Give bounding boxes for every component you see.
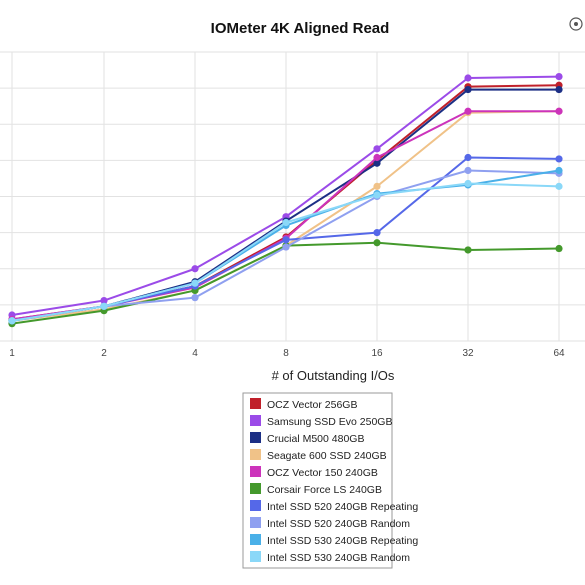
x-tick-label: 1 xyxy=(9,348,15,359)
legend-label: Corsair Force LS 240GB xyxy=(267,484,382,496)
data-point xyxy=(282,218,290,227)
x-tick-label: 16 xyxy=(371,348,383,359)
legend-label: Intel SSD 520 240GB Random xyxy=(267,518,410,530)
x-axis-label: # of Outstanding I/Os xyxy=(272,368,395,383)
legend-swatch xyxy=(250,449,261,460)
x-tick-label: 2 xyxy=(101,348,107,359)
data-point xyxy=(555,85,563,94)
data-point xyxy=(555,182,563,190)
legend-label: Intel SSD 530 240GB Random xyxy=(267,552,410,564)
x-tick-label: 64 xyxy=(553,348,565,359)
data-point xyxy=(373,229,381,237)
data-point xyxy=(373,239,381,247)
legend-box xyxy=(242,392,393,569)
data-point xyxy=(555,166,563,175)
plot-grid xyxy=(0,51,585,342)
data-point xyxy=(464,246,472,254)
data-point xyxy=(100,302,108,310)
data-point xyxy=(191,294,199,302)
data-point xyxy=(8,317,16,325)
legend-swatch xyxy=(250,415,261,426)
series-group xyxy=(8,179,563,325)
legend-swatch xyxy=(250,500,261,511)
settings-icon[interactable] xyxy=(569,17,583,31)
data-point xyxy=(464,74,472,82)
data-point xyxy=(191,279,199,287)
data-point xyxy=(282,243,290,251)
data-point xyxy=(464,85,472,94)
data-point xyxy=(464,179,472,188)
x-tick-label: 4 xyxy=(192,348,198,359)
legend-swatch xyxy=(250,483,261,494)
data-point xyxy=(191,265,199,273)
legend-label: Seagate 600 SSD 240GB xyxy=(267,450,387,462)
data-point xyxy=(282,236,290,244)
data-point xyxy=(555,72,563,81)
legend-label: Crucial M500 480GB xyxy=(267,433,364,445)
data-point xyxy=(464,107,472,115)
legend-label: Samsung SSD Evo 250GB xyxy=(267,416,392,428)
legend: OCZ Vector 256GB Samsung SSD Evo 250GB Cru… xyxy=(242,392,418,569)
x-tick-label: 32 xyxy=(462,348,474,359)
legend-swatch xyxy=(250,466,261,477)
data-point xyxy=(555,244,563,253)
series-lines xyxy=(8,72,563,328)
x-tick-labels: 1 2 4 8 16 32 64 xyxy=(9,348,565,359)
data-point xyxy=(373,153,381,162)
series-group xyxy=(8,72,563,319)
data-point xyxy=(555,107,563,115)
legend-label: Intel SSD 520 240GB Repeating xyxy=(267,501,418,513)
data-point xyxy=(555,155,563,163)
legend-swatch xyxy=(250,551,261,562)
x-tick-label: 8 xyxy=(283,348,289,359)
data-point xyxy=(464,153,472,162)
data-point xyxy=(373,191,381,199)
legend-swatch xyxy=(250,534,261,545)
legend-swatch xyxy=(250,398,261,409)
legend-swatch xyxy=(250,432,261,443)
data-point xyxy=(100,296,108,305)
data-point xyxy=(373,159,381,167)
legend-label: OCZ Vector 256GB xyxy=(267,399,357,411)
legend-label: Intel SSD 530 240GB Repeating xyxy=(267,535,418,547)
data-point xyxy=(373,145,381,153)
data-point xyxy=(373,182,381,190)
data-point xyxy=(464,166,472,175)
chart-title: IOMeter 4K Aligned Read xyxy=(211,20,390,37)
legend-label: OCZ Vector 150 240GB xyxy=(267,467,378,479)
legend-swatch xyxy=(250,517,261,528)
